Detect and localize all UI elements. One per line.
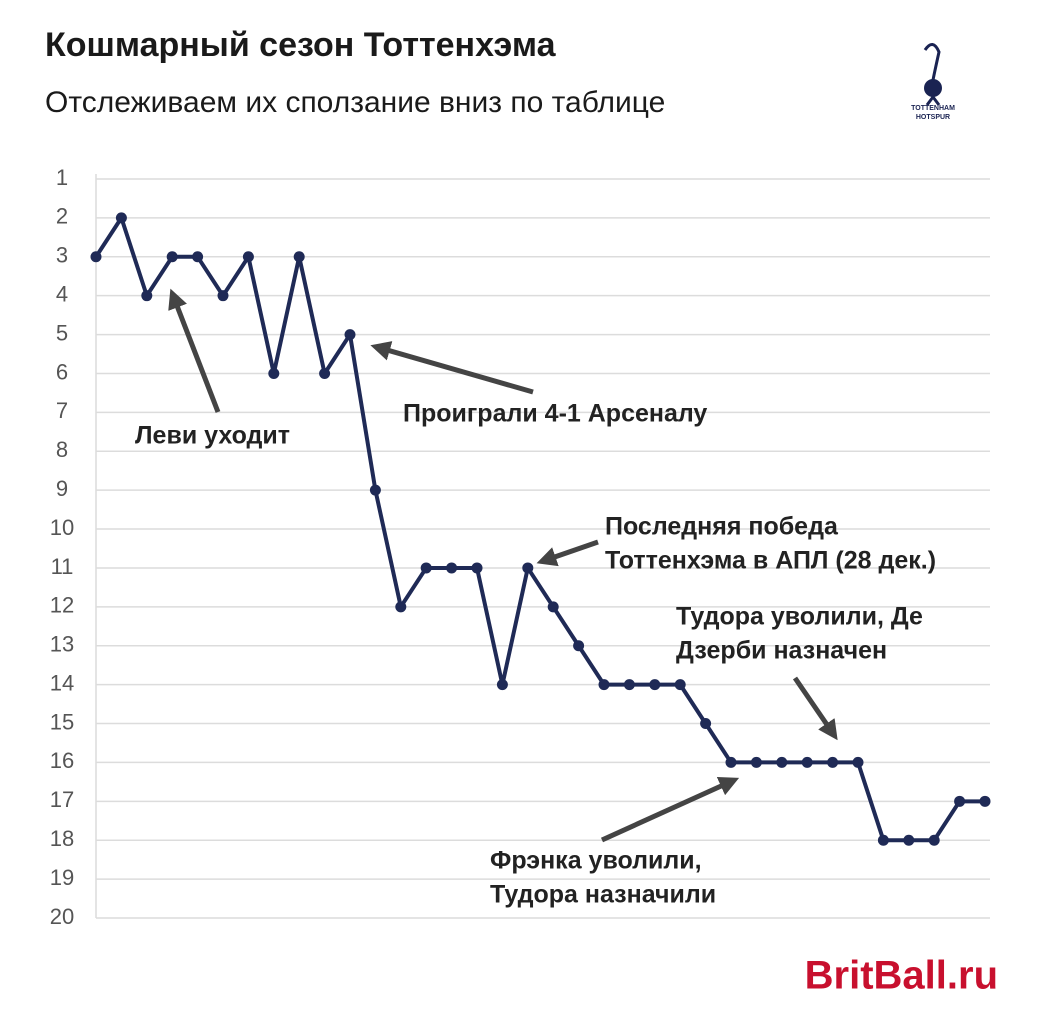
annotation-arrow [600,777,740,843]
point [141,290,153,302]
logo-text: HOTSPUR [916,114,950,121]
point [725,756,737,768]
point [344,329,356,341]
y-tick-label: 3 [56,243,68,268]
annotation-arrow [370,341,534,395]
point [547,601,559,613]
point [877,834,889,846]
point [242,251,254,263]
point [776,756,788,768]
annotation: Последняя победа [605,513,839,541]
point [674,679,686,691]
y-tick-label: 2 [56,204,68,229]
y-tick-label: 18 [50,826,74,851]
point [852,756,864,768]
watermark: BritBall.ru [805,954,998,998]
logo-text: TOTTENHAM [911,105,955,112]
y-tick-label: 6 [56,359,68,384]
y-tick-label: 20 [50,904,74,929]
point [573,640,585,652]
y-tick-label: 14 [50,670,74,695]
annotation: Тоттенхэма в АПЛ (28 дек.) [605,547,936,575]
point [496,679,508,691]
y-tick-label: 12 [50,593,74,618]
y-tick-label: 5 [56,320,68,345]
point [903,834,915,846]
point [801,756,813,768]
y-tick-label: 4 [56,281,68,306]
y-tick-label: 16 [50,748,74,773]
point [319,367,331,379]
annotation: Тудора уволили, Де [676,603,923,631]
point [954,795,966,807]
point [369,484,381,496]
y-tick-label: 10 [50,515,74,540]
point [395,601,407,613]
point [623,679,635,691]
point [750,756,762,768]
point [446,562,458,574]
point [90,251,102,263]
y-tick-label: 7 [56,398,68,423]
point [217,290,229,302]
annotation: Фрэнка уволили, [490,847,702,875]
point [598,679,610,691]
y-tick-label: 15 [50,709,74,734]
point [979,795,991,807]
annotation: Дзерби назначен [676,637,887,665]
y-tick-label: 13 [50,632,74,657]
point [700,718,712,730]
y-tick-label: 8 [56,437,68,462]
point [115,212,127,224]
annotation-arrow [168,288,221,413]
chart-subtitle: Отслеживаем их сползание вниз по таблице [45,86,665,119]
point [522,562,534,574]
point [471,562,483,574]
point [293,251,305,263]
y-tick-label: 19 [50,865,74,890]
point [420,562,432,574]
point [649,679,661,691]
annotation-arrow [792,676,838,741]
point [268,367,280,379]
logo: TOTTENHAM HOTSPUR [911,43,955,121]
y-tick-label: 17 [50,787,74,812]
y-tick-label: 9 [56,476,68,501]
annotation: Тудора назначили [490,881,716,909]
annotation: Проиграли 4-1 Арсеналу [403,400,707,428]
point [192,251,204,263]
annotation-arrow [536,539,599,567]
y-tick-label: 11 [51,554,74,579]
point [166,251,178,263]
chart-title: Кошмарный сезон Тоттенхэма [45,26,557,64]
point [827,756,839,768]
annotation: Леви уходит [135,422,290,450]
y-tick-label: 1 [56,165,68,190]
point [928,834,940,846]
